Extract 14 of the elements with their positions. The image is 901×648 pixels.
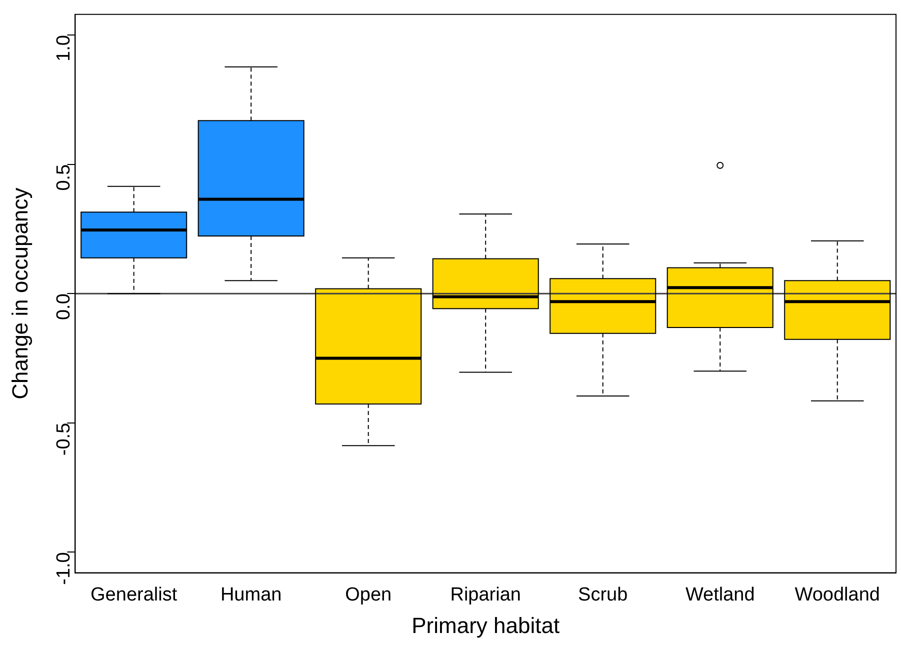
x-tick-label: Wetland [685, 584, 755, 606]
x-tick-label: Open [345, 584, 392, 606]
y-tick-label: 1.0 [53, 35, 74, 62]
y-tick-label: 0.0 [53, 294, 74, 320]
x-tick-label: Human [220, 584, 282, 606]
x-tick-label: Generalist [90, 584, 178, 606]
y-axis-title: Change in occupancy [7, 188, 32, 400]
y-tick-label: -0.5 [53, 422, 74, 456]
x-tick-label: Riparian [450, 584, 521, 606]
x-tick-label: Woodland [794, 584, 880, 606]
x-axis-title: Primary habitat [412, 612, 560, 638]
y-tick-label: 0.5 [53, 164, 74, 191]
x-tick-label: Scrub [578, 584, 628, 606]
y-tick-label: -1.0 [53, 552, 74, 585]
